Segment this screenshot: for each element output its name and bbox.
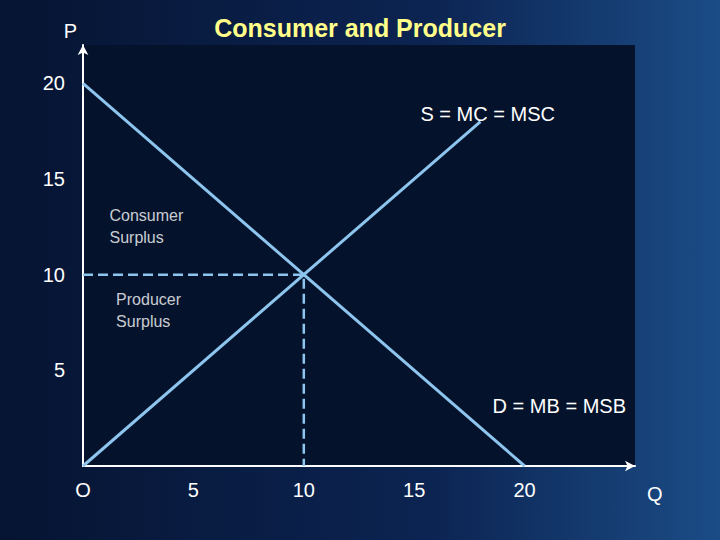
- svg-text:15: 15: [43, 168, 65, 190]
- svg-text:10: 10: [43, 264, 65, 286]
- svg-text:15: 15: [403, 479, 425, 501]
- svg-text:O: O: [75, 479, 91, 501]
- svg-text:Q: Q: [647, 483, 663, 505]
- svg-text:Consumer: Consumer: [109, 207, 183, 224]
- svg-text:5: 5: [188, 479, 199, 501]
- svg-text:Consumer and Producer: Consumer and Producer: [214, 14, 506, 42]
- svg-text:S = MC = MSC: S = MC = MSC: [420, 103, 554, 125]
- svg-text:5: 5: [54, 359, 65, 381]
- svg-text:10: 10: [293, 479, 315, 501]
- svg-text:20: 20: [513, 479, 535, 501]
- svg-text:Surplus: Surplus: [109, 229, 163, 246]
- svg-text:Surplus: Surplus: [116, 313, 170, 330]
- svg-text:Producer: Producer: [116, 291, 182, 308]
- svg-text:P: P: [64, 20, 77, 42]
- svg-text:20: 20: [43, 72, 65, 94]
- svg-text:D = MB = MSB: D = MB = MSB: [493, 395, 626, 417]
